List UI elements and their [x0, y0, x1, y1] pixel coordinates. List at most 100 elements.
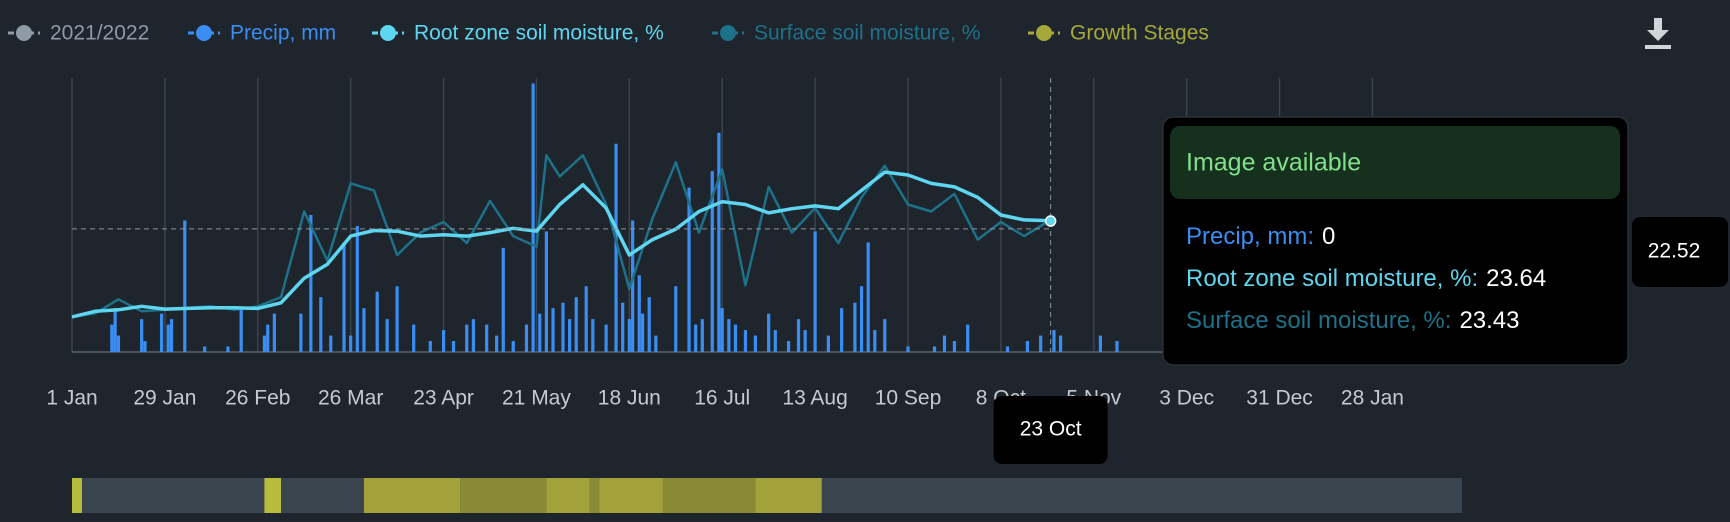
precip-bar: [1005, 346, 1010, 352]
tooltip-name: Root zone soil moisture, %:: [1186, 265, 1478, 292]
precip-bar: [495, 335, 499, 352]
precip-bar: [239, 308, 243, 352]
precip-bar: [159, 313, 164, 352]
precip-bar: [640, 313, 645, 352]
precip-bar: [113, 308, 117, 352]
precip-bar: [906, 346, 910, 352]
precip-bar: [743, 330, 748, 352]
x-tick-label: 16 Jul: [694, 387, 750, 410]
precip-bar: [733, 324, 738, 352]
precip-bar: [826, 335, 830, 352]
precip-bar: [674, 286, 678, 352]
precip-bar: [717, 132, 721, 352]
precip-bar: [524, 324, 529, 352]
precip-bar: [604, 324, 608, 352]
precip-bar: [319, 297, 323, 352]
tooltip-name: Precip, mm:: [1186, 223, 1314, 250]
precip-bar: [710, 171, 714, 352]
precip-bar: [631, 220, 635, 352]
growth-stage: [599, 478, 663, 513]
precip-bar: [853, 302, 857, 352]
precip-bar: [840, 308, 844, 352]
precip-bar: [309, 215, 313, 352]
y-crosshair-label: 22.52: [1648, 240, 1701, 263]
tooltip-value: 23.64: [1486, 265, 1546, 292]
precip-bar: [485, 324, 489, 352]
precip-bar: [773, 330, 777, 352]
x-tick-label: 21 May: [502, 387, 571, 410]
precip-bar: [621, 302, 625, 352]
precip-bar: [767, 313, 771, 352]
precip-bar: [551, 308, 555, 352]
x-tick-label: 13 Aug: [782, 387, 847, 410]
precip-bar: [116, 335, 121, 352]
precip-bar: [1058, 335, 1063, 352]
precip-bar: [700, 319, 704, 352]
precip-bar: [375, 291, 379, 352]
precip-bar: [329, 335, 333, 352]
precip-bar: [966, 324, 970, 352]
precip-bar: [1052, 330, 1056, 352]
download-icon[interactable]: [1645, 18, 1671, 49]
precip-bar: [544, 231, 548, 352]
precip-bar: [568, 319, 572, 352]
precip-bar: [647, 297, 651, 352]
x-tick-label: 18 Jun: [598, 387, 661, 410]
precip-bar: [654, 335, 658, 352]
precip-bar: [1098, 335, 1103, 352]
precip-bar: [627, 319, 631, 352]
growth-stage: [662, 478, 756, 513]
x-tick-label: 1 Jan: [46, 387, 97, 410]
x-tick-label: 3 Dec: [1159, 387, 1214, 410]
precip-bar: [614, 143, 618, 352]
precip-bar: [166, 324, 170, 352]
growth-stage: [755, 478, 822, 513]
growth-stage: [460, 478, 547, 513]
precip-bar: [143, 341, 147, 352]
precip-bar: [727, 319, 731, 352]
moisture-line: [71, 170, 1051, 319]
legend-item[interactable]: Growth Stages: [1028, 22, 1209, 45]
legend-item[interactable]: 2021/2022: [8, 22, 149, 45]
precip-bar: [262, 335, 267, 352]
precip-bar: [471, 319, 476, 352]
precip-bar: [428, 341, 432, 352]
precip-bar: [813, 231, 817, 352]
tooltip-row: Root zone soil moisture, %: 23.64: [1186, 265, 1546, 292]
legend-item[interactable]: Root zone soil moisture, %: [372, 22, 664, 45]
precip-bar: [786, 341, 791, 352]
x-tick-label: 10 Sep: [875, 387, 942, 410]
tooltip-row: Surface soil moisture, %: 23.43: [1186, 307, 1520, 334]
download-button[interactable]: [1645, 18, 1671, 49]
precip-bar: [140, 319, 144, 352]
tooltip-name: Surface soil moisture, %:: [1186, 307, 1451, 334]
precip-bar: [266, 324, 270, 352]
legend-label: 2021/2022: [50, 22, 149, 45]
precip-bar: [183, 220, 187, 352]
precip-bar: [803, 330, 807, 352]
precip-bar: [873, 330, 877, 352]
precip-bar: [465, 324, 469, 352]
precip-bar: [169, 319, 174, 352]
legend-marker: [1036, 25, 1052, 41]
precip-bar: [637, 275, 641, 352]
precip-bar: [299, 313, 303, 352]
precip-bar: [932, 346, 937, 352]
precip-bar: [385, 319, 389, 352]
precip-bar: [511, 341, 515, 352]
legend-item[interactable]: Surface soil moisture, %: [712, 22, 980, 45]
precip-bar: [942, 335, 947, 352]
tooltip-header: [1170, 126, 1620, 199]
tooltip-value: 23.43: [1459, 307, 1519, 334]
legend-marker: [16, 25, 32, 41]
tooltip-value: 0: [1322, 223, 1335, 250]
x-tick-label: 28 Jan: [1341, 387, 1404, 410]
legend-item[interactable]: Precip, mm: [188, 22, 336, 45]
precip-bar: [451, 341, 456, 352]
tooltip-title: Image available: [1186, 149, 1361, 177]
precip-bar: [1039, 335, 1043, 352]
precip-bar: [355, 225, 359, 352]
growth-stage: [264, 478, 281, 513]
x-tick-label: 31 Dec: [1246, 387, 1313, 410]
precip-bar: [531, 83, 535, 352]
